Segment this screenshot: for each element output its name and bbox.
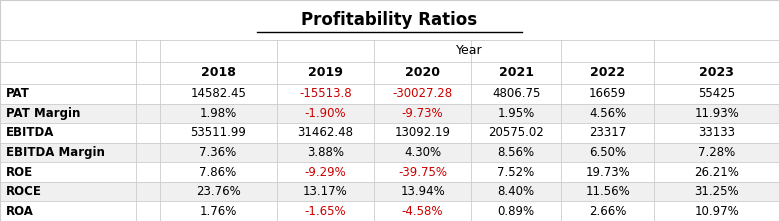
Bar [0,84,779,104]
Text: 13092.19: 13092.19 [395,126,450,139]
Text: 1.95%: 1.95% [498,107,534,120]
Text: -9.29%: -9.29% [305,166,346,179]
Text: 11.93%: 11.93% [694,107,739,120]
Text: -39.75%: -39.75% [398,166,447,179]
Text: 10.97%: 10.97% [694,205,739,218]
Text: 23317: 23317 [589,126,626,139]
Bar [0,143,779,162]
Bar [0,162,779,182]
Text: 14582.45: 14582.45 [190,87,246,100]
Text: 20575.02: 20575.02 [488,126,544,139]
Text: -15513.8: -15513.8 [299,87,351,100]
Text: EBITDA: EBITDA [6,126,55,139]
Text: -30027.28: -30027.28 [393,87,453,100]
Text: 26.21%: 26.21% [694,166,739,179]
Text: 0.89%: 0.89% [498,205,534,218]
Text: PAT: PAT [6,87,30,100]
Text: 23.76%: 23.76% [196,185,241,198]
Text: 2019: 2019 [308,67,343,79]
Bar [0,182,779,201]
Text: 13.17%: 13.17% [303,185,347,198]
Text: ROCE: ROCE [6,185,42,198]
Text: 1.98%: 1.98% [199,107,237,120]
Text: 1.76%: 1.76% [199,205,237,218]
Text: 7.52%: 7.52% [498,166,534,179]
Text: ROE: ROE [6,166,33,179]
Text: Year: Year [456,44,483,57]
Text: 11.56%: 11.56% [585,185,630,198]
Text: 2021: 2021 [499,67,534,79]
Text: 16659: 16659 [589,87,626,100]
Text: 4806.75: 4806.75 [492,87,541,100]
Text: 13.94%: 13.94% [400,185,445,198]
Text: -4.58%: -4.58% [402,205,443,218]
Text: 53511.99: 53511.99 [190,126,246,139]
Text: 2020: 2020 [405,67,440,79]
Text: 2.66%: 2.66% [589,205,626,218]
Text: 33133: 33133 [698,126,735,139]
Bar [0,123,779,143]
Text: 4.56%: 4.56% [589,107,626,120]
Text: -9.73%: -9.73% [402,107,443,120]
Text: 2022: 2022 [590,67,625,79]
Text: ROA: ROA [6,205,34,218]
Text: 2018: 2018 [201,67,235,79]
Text: 7.36%: 7.36% [199,146,237,159]
Text: 55425: 55425 [698,87,735,100]
Text: PAT Margin: PAT Margin [6,107,80,120]
Bar [0,201,779,221]
Text: 6.50%: 6.50% [589,146,626,159]
Text: 7.86%: 7.86% [199,166,237,179]
Text: 8.40%: 8.40% [498,185,534,198]
Text: -1.65%: -1.65% [305,205,346,218]
Text: 19.73%: 19.73% [585,166,630,179]
Text: EBITDA Margin: EBITDA Margin [6,146,105,159]
Text: 4.30%: 4.30% [404,146,441,159]
Bar [0,104,779,123]
Text: 8.56%: 8.56% [498,146,534,159]
Text: Profitability Ratios: Profitability Ratios [301,11,478,29]
Text: -1.90%: -1.90% [305,107,346,120]
Text: 31.25%: 31.25% [694,185,739,198]
Text: 31462.48: 31462.48 [298,126,353,139]
Text: 2023: 2023 [700,67,734,79]
Text: 7.28%: 7.28% [698,146,735,159]
Text: 3.88%: 3.88% [307,146,344,159]
